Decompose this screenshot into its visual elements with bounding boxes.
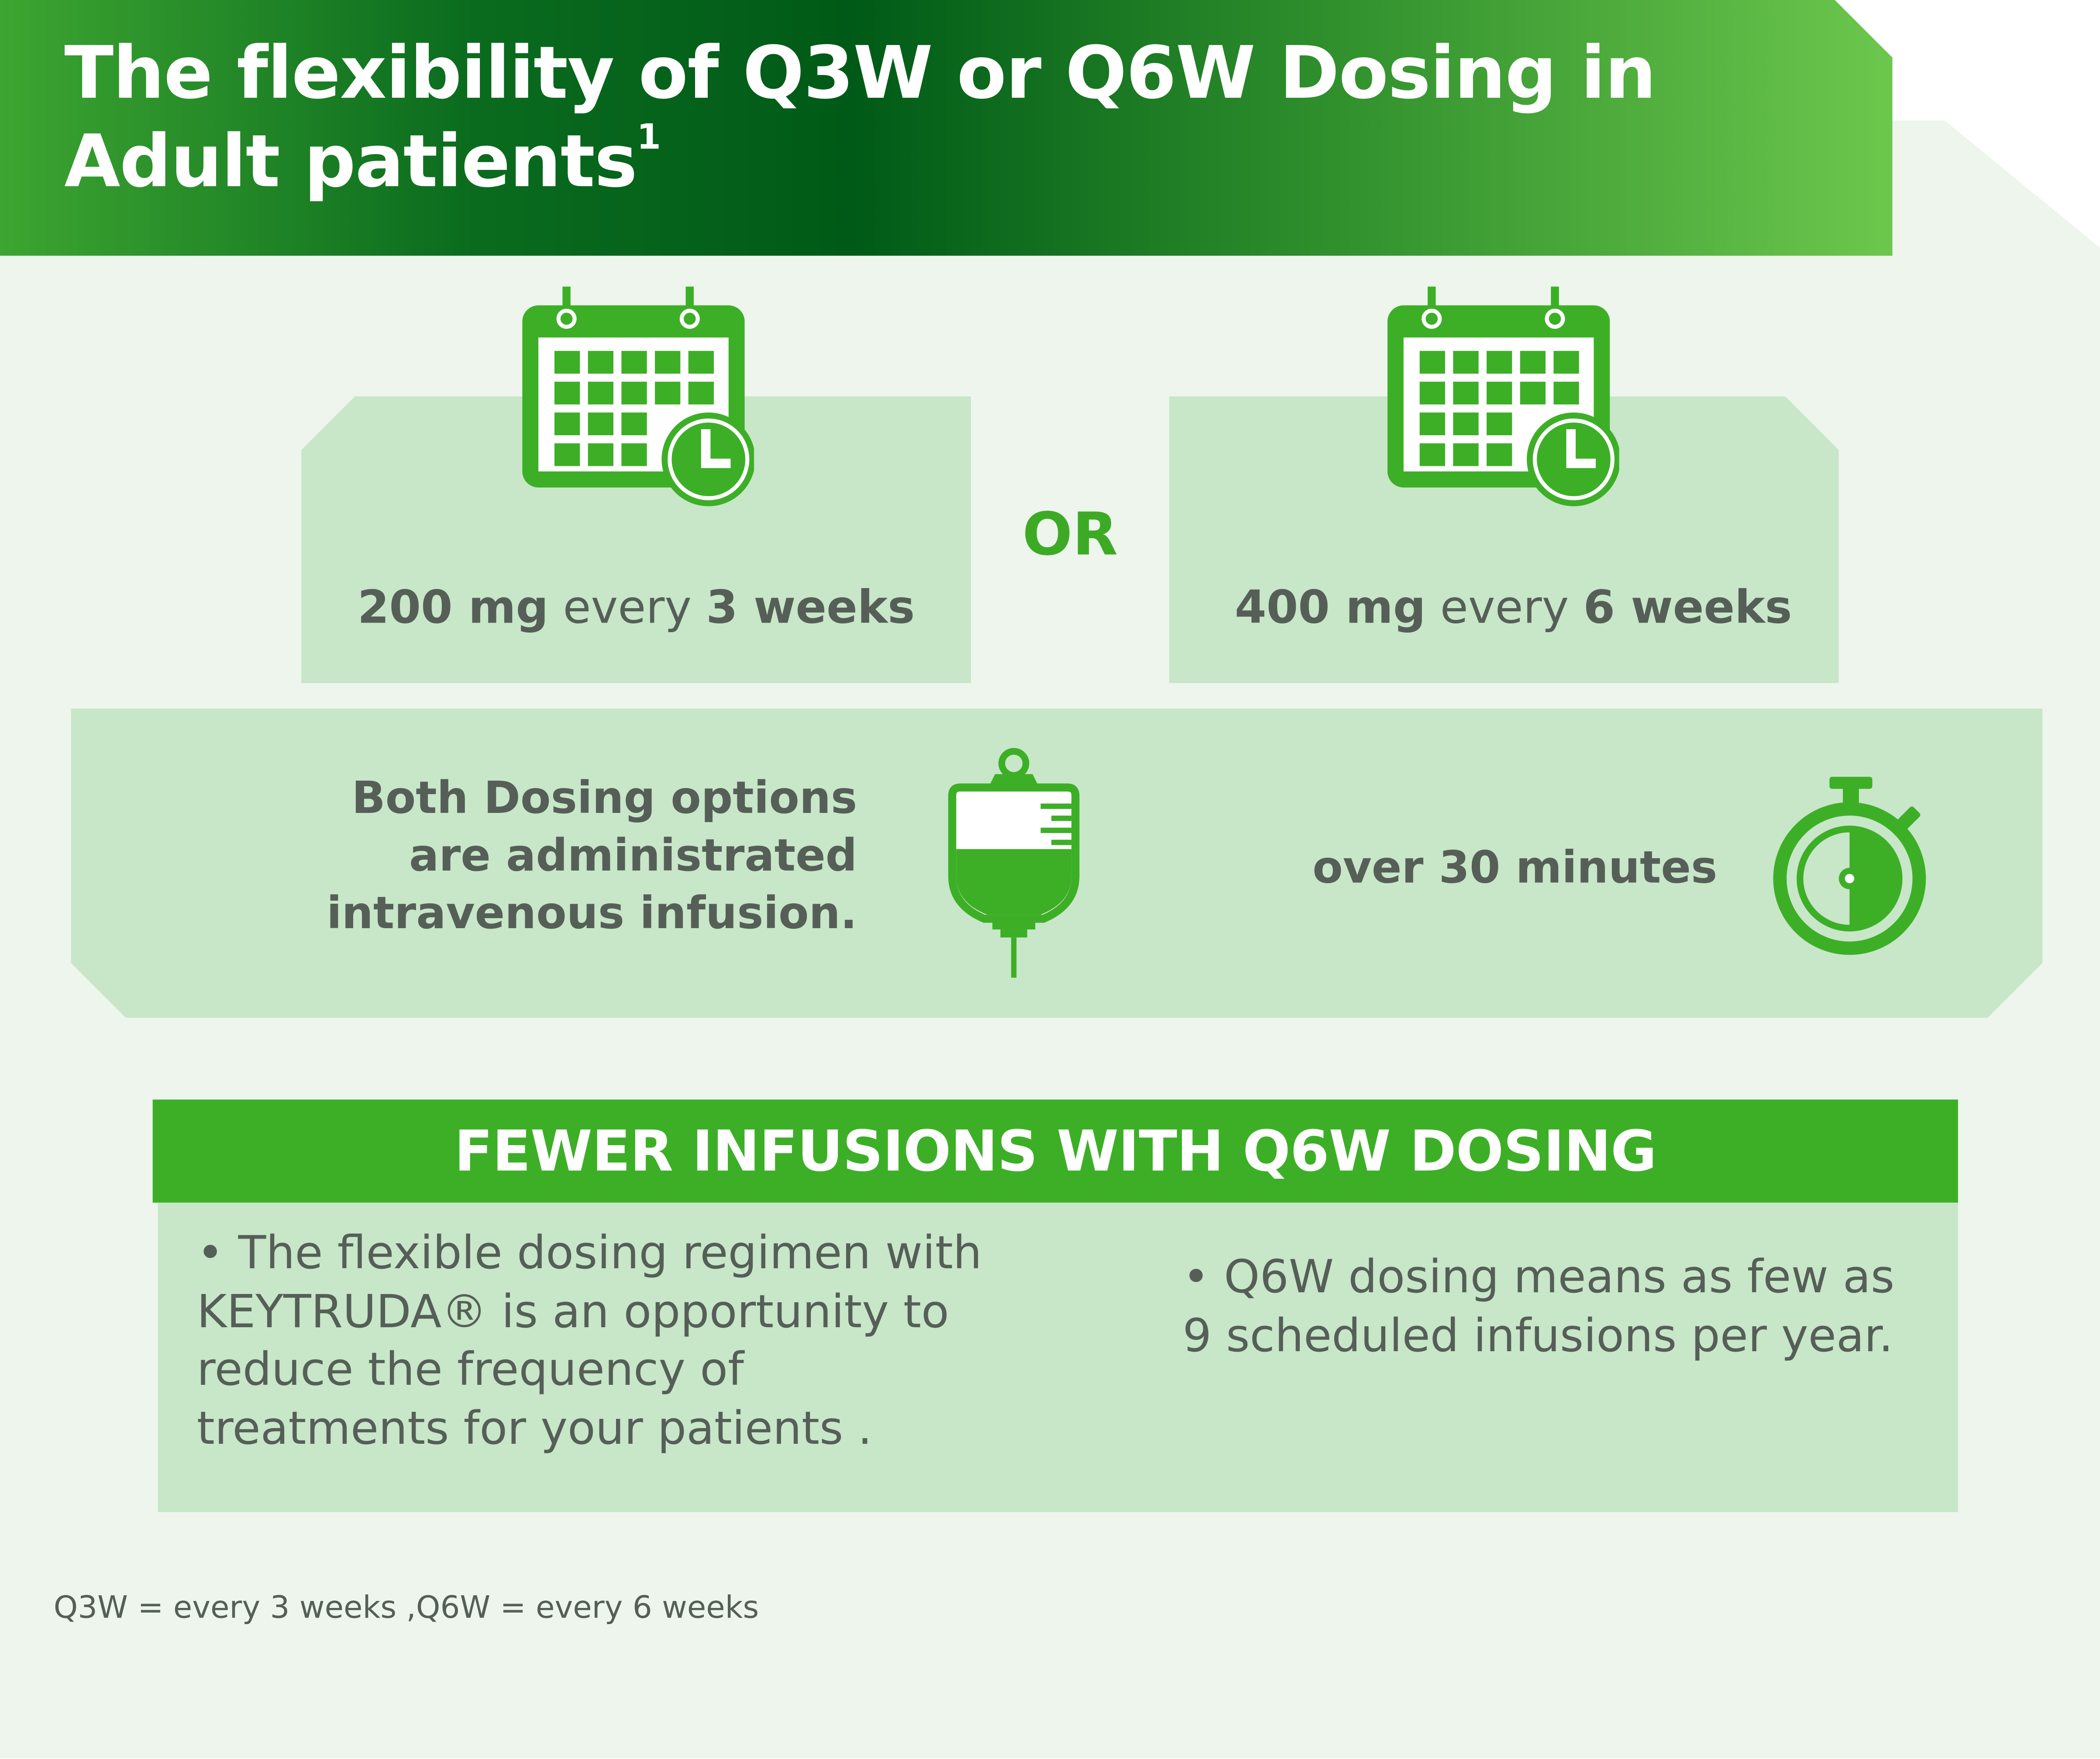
stopwatch-icon	[1773, 777, 1926, 955]
infusion-line: Both Dosing options	[351, 771, 857, 824]
bullet-q6w-infusions: • Q6W dosing means as few as 9 scheduled…	[1182, 1251, 1895, 1363]
calendar-clock-icon	[1387, 286, 1619, 506]
header-band	[0, 0, 1893, 256]
page-title: The flexibility of Q3W or Q6W Dosing in …	[64, 31, 1656, 204]
or-separator: OR	[1022, 501, 1118, 569]
section-body	[158, 1202, 1958, 1512]
iv-bag-icon	[948, 748, 1080, 978]
dose-q3w-text: 200 mg every 3 weeks	[357, 581, 915, 635]
infusion-line: are administrated	[409, 829, 857, 881]
dose-q6w-text: 400 mg every 6 weeks	[1235, 581, 1792, 635]
footnote: Q3W = every 3 weeks ,Q6W = every 6 weeks	[53, 1591, 759, 1626]
bullet-flexible-dosing: • The flexible dosing regimen with KEYTR…	[196, 1226, 982, 1455]
calendar-clock-icon	[522, 286, 754, 506]
infusion-duration: over 30 minutes	[1312, 841, 1718, 894]
section-heading: FEWER INFUSIONS WITH Q6W DOSING	[152, 1099, 1958, 1203]
footnote-reference: 1	[637, 117, 661, 158]
infusion-line: intravenous infusion.	[327, 886, 857, 939]
infusion-description: Both Dosing options are administrated in…	[308, 769, 857, 942]
